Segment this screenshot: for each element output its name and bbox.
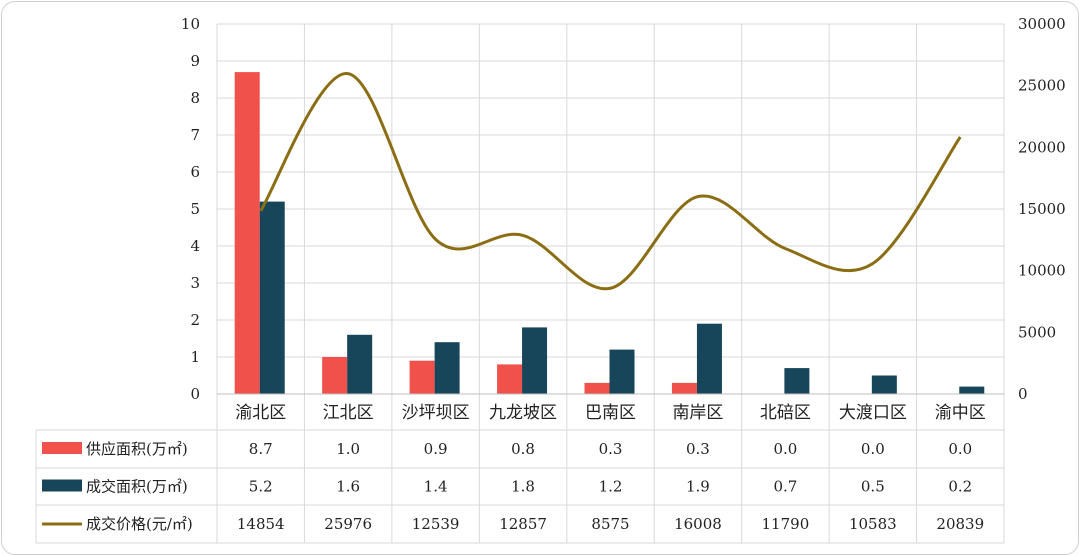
category-label: 大渡口区 (839, 403, 907, 423)
data-table-cell: 14854 (237, 515, 285, 533)
data-table-cell: 0.0 (861, 440, 885, 458)
data-table-cell: 0.8 (511, 440, 535, 458)
category-label: 九龙坡区 (489, 403, 557, 423)
y-right-tick-label: 5000 (1018, 323, 1056, 341)
data-table-cell: 0.5 (861, 478, 885, 496)
data-table-cell: 10583 (849, 515, 897, 533)
data-table-cell: 0.7 (773, 478, 797, 496)
data-table-cell: 8.7 (249, 440, 273, 458)
bar-supply (409, 360, 435, 394)
y-left-tick-label: 6 (190, 163, 200, 181)
data-table-cell: 1.6 (336, 478, 360, 496)
y-left-tick-label: 0 (190, 385, 200, 403)
y-left-tick-label: 10 (181, 15, 200, 33)
data-table-cell: 1.4 (424, 478, 448, 496)
y-left-tick-label: 1 (190, 348, 200, 366)
bar-supply (234, 72, 260, 394)
category-label: 渝北区 (235, 403, 286, 423)
data-table-cell: 8575 (591, 515, 629, 533)
y-left-tick-label: 3 (190, 274, 200, 292)
bar-transaction (784, 368, 810, 394)
data-table-cell: 1.0 (336, 440, 360, 458)
bar-transaction (696, 323, 722, 394)
data-table-cell: 16008 (674, 515, 722, 533)
bar-supply (322, 357, 348, 394)
y-right-tick-label: 30000 (1018, 15, 1066, 33)
legend-label: 供应面积(万㎡) (86, 440, 188, 458)
data-table-cell: 0.9 (424, 440, 448, 458)
y-left-tick-label: 8 (190, 89, 200, 107)
y-left-tick-label: 7 (190, 126, 200, 144)
y-right-tick-label: 10000 (1018, 262, 1066, 280)
data-table-cell: 0.2 (948, 478, 972, 496)
price-line (259, 72, 962, 291)
category-label: 江北区 (323, 403, 374, 423)
data-table-cell: 25976 (324, 515, 372, 533)
y-right-tick-label: 0 (1018, 385, 1028, 403)
bar-transaction (259, 201, 285, 394)
legend-swatch-transaction (42, 479, 82, 492)
y-left-tick-label: 5 (190, 200, 200, 218)
bar-transaction (871, 375, 897, 394)
y-right-tick-label: 25000 (1018, 77, 1066, 95)
data-table-cell: 0.3 (599, 440, 623, 458)
y-left-tick-label: 2 (190, 311, 200, 329)
data-table-cell: 0.3 (686, 440, 710, 458)
y-right-tick-label: 20000 (1018, 138, 1066, 156)
bar-transaction (522, 327, 548, 394)
data-table-cell: 1.9 (686, 478, 710, 496)
bar-supply (671, 382, 697, 394)
legend-swatch-supply (42, 442, 82, 454)
category-label: 渝中区 (935, 403, 986, 423)
bar-supply (497, 364, 523, 394)
data-table-cell: 12539 (412, 515, 460, 533)
category-label: 沙坪坝区 (402, 403, 470, 423)
data-table-cell: 11790 (762, 515, 810, 533)
bar-supply (584, 382, 610, 394)
y-left-tick-label: 4 (190, 237, 200, 255)
data-table-cell: 0.0 (948, 440, 972, 458)
y-right-tick-label: 15000 (1018, 200, 1066, 218)
data-table-cell: 20839 (936, 515, 984, 533)
legend-label: 成交面积(万㎡) (86, 478, 188, 496)
data-table-cell: 1.8 (511, 478, 535, 496)
data-table-cell: 12857 (499, 515, 547, 533)
bar-transaction (434, 342, 460, 394)
y-left-tick-label: 9 (190, 52, 200, 70)
data-table-cell: 1.2 (599, 478, 623, 496)
bar-transaction (347, 334, 373, 394)
bar-transaction (959, 386, 985, 394)
data-table-cell: 5.2 (249, 478, 273, 496)
category-label: 南岸区 (672, 403, 723, 423)
category-label: 巴南区 (585, 403, 636, 423)
data-table-cell: 0.0 (773, 440, 797, 458)
legend-label: 成交价格(元/㎡) (86, 515, 193, 533)
category-label: 北碚区 (760, 403, 811, 423)
bar-transaction (609, 349, 635, 394)
